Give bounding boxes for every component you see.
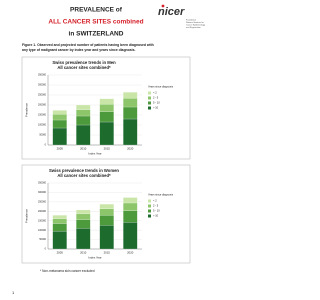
y-axis-label: Prevalence bbox=[25, 103, 29, 117]
y-tick-label: 350000 bbox=[38, 74, 47, 77]
logo-text: Cancer Epidemiology bbox=[186, 25, 205, 27]
bar-segment bbox=[123, 98, 138, 108]
legend-swatch bbox=[148, 91, 151, 95]
x-tick-label: 2015 bbox=[104, 147, 111, 151]
bar-segment bbox=[99, 225, 114, 250]
chart-title: Swiss prevalence trends in Women bbox=[49, 168, 119, 173]
title-line: ALL CANCER SITES combined bbox=[48, 19, 143, 26]
bar-segment bbox=[123, 210, 138, 223]
legend-label: 2 - 5 bbox=[153, 96, 159, 100]
title-line: PREVALENCE of bbox=[70, 7, 123, 14]
bar-segment bbox=[52, 218, 67, 224]
bar-segment bbox=[123, 118, 138, 146]
bar-segment bbox=[123, 106, 138, 120]
legend-label: < 2 bbox=[153, 199, 157, 203]
legend-label: 2 - 5 bbox=[153, 204, 159, 208]
chart-subtitle: All cancer sites combined* bbox=[57, 173, 111, 178]
y-tick-label: 0 bbox=[45, 248, 47, 251]
x-tick-label: 2010 bbox=[80, 147, 87, 151]
y-tick-label: 50000 bbox=[39, 134, 46, 137]
legend-swatch bbox=[148, 106, 151, 110]
bar-segment bbox=[123, 92, 138, 99]
y-tick-label: 100000 bbox=[38, 124, 47, 127]
y-tick-label: 350000 bbox=[38, 182, 47, 185]
bar-segment bbox=[52, 114, 67, 121]
caption: Figure 1. Observed and projected number … bbox=[22, 43, 154, 47]
legend-swatch bbox=[148, 204, 151, 208]
bar-segment bbox=[99, 215, 114, 226]
bar-segment bbox=[76, 209, 91, 215]
page: PREVALENCE of ALL CANCER SITES combined … bbox=[12, 4, 206, 296]
legend-label: > 10 bbox=[153, 106, 159, 110]
x-axis-label: Index Year bbox=[88, 256, 101, 260]
x-tick-label: 2015 bbox=[104, 251, 111, 255]
bar-segment bbox=[52, 223, 67, 232]
logo-text: National Institute for bbox=[186, 21, 204, 24]
title-line: in SWITZERLAND bbox=[69, 31, 124, 38]
y-tick-label: 250000 bbox=[38, 200, 47, 203]
y-axis-label: Prevalence bbox=[25, 209, 29, 223]
y-tick-label: 150000 bbox=[38, 219, 47, 222]
logo-text: Foundation bbox=[186, 19, 196, 22]
y-tick-label: 300000 bbox=[38, 84, 47, 87]
x-tick-label: 2005 bbox=[57, 251, 64, 255]
bar-segment bbox=[99, 204, 114, 209]
bar-segment bbox=[52, 230, 67, 250]
bar-segment bbox=[123, 202, 138, 211]
legend-swatch bbox=[148, 199, 151, 203]
bar-segment bbox=[52, 215, 67, 219]
logo-text: and Registration bbox=[186, 26, 201, 29]
bar-segment bbox=[123, 222, 138, 250]
y-tick-label: 200000 bbox=[38, 104, 47, 107]
bar-segment bbox=[123, 197, 138, 204]
x-tick-label: 2010 bbox=[80, 251, 87, 255]
chart-subtitle: All cancer sites combined* bbox=[57, 65, 111, 70]
caption: any type of malignant cancer by index ye… bbox=[22, 48, 135, 52]
bar-segment bbox=[52, 110, 67, 115]
y-tick-label: 300000 bbox=[38, 191, 47, 194]
bar-segment bbox=[52, 127, 67, 146]
logo: nicer bbox=[158, 6, 185, 18]
legend-title: Years since diagnosis bbox=[148, 193, 174, 197]
bar-segment bbox=[99, 104, 114, 112]
bar-segment bbox=[76, 104, 91, 110]
bar-segment bbox=[76, 213, 91, 220]
y-tick-label: 100000 bbox=[38, 229, 47, 232]
bar-segment bbox=[99, 98, 114, 105]
page-number: 1 bbox=[12, 290, 15, 295]
legend-label: 5 - 10 bbox=[153, 101, 160, 105]
bar-segment bbox=[99, 111, 114, 123]
bar-segment bbox=[76, 109, 91, 117]
legend-label: > 10 bbox=[153, 214, 159, 218]
legend-label: 5 - 10 bbox=[153, 209, 160, 213]
y-tick-label: 50000 bbox=[39, 238, 46, 241]
legend-title: Years since diagnosis bbox=[148, 85, 174, 89]
x-axis-label: Index Year bbox=[88, 152, 101, 156]
footnote: * Non-melanoma skin cancer excluded bbox=[40, 269, 95, 273]
x-tick-label: 2020 bbox=[127, 147, 134, 151]
y-tick-label: 200000 bbox=[38, 210, 47, 213]
y-tick-label: 150000 bbox=[38, 114, 47, 117]
x-tick-label: 2020 bbox=[127, 251, 134, 255]
chart-title: Swiss prevalence trends in Men bbox=[52, 60, 116, 65]
legend-swatch bbox=[148, 209, 151, 213]
y-tick-label: 0 bbox=[45, 144, 47, 147]
bar-segment bbox=[76, 219, 91, 229]
bar-segment bbox=[52, 119, 67, 129]
bar-segment bbox=[76, 228, 91, 250]
bar-segment bbox=[76, 115, 91, 126]
legend-swatch bbox=[148, 96, 151, 100]
bar-segment bbox=[76, 124, 91, 146]
legend-swatch bbox=[148, 101, 151, 105]
bar-segment bbox=[99, 121, 114, 146]
document: PREVALENCE of ALL CANCER SITES combined … bbox=[12, 4, 206, 296]
logo-dot bbox=[161, 4, 165, 8]
y-tick-label: 250000 bbox=[38, 94, 47, 97]
x-tick-label: 2005 bbox=[57, 147, 64, 151]
legend-swatch bbox=[148, 214, 151, 218]
legend-label: < 2 bbox=[153, 91, 157, 95]
bar-segment bbox=[99, 208, 114, 216]
